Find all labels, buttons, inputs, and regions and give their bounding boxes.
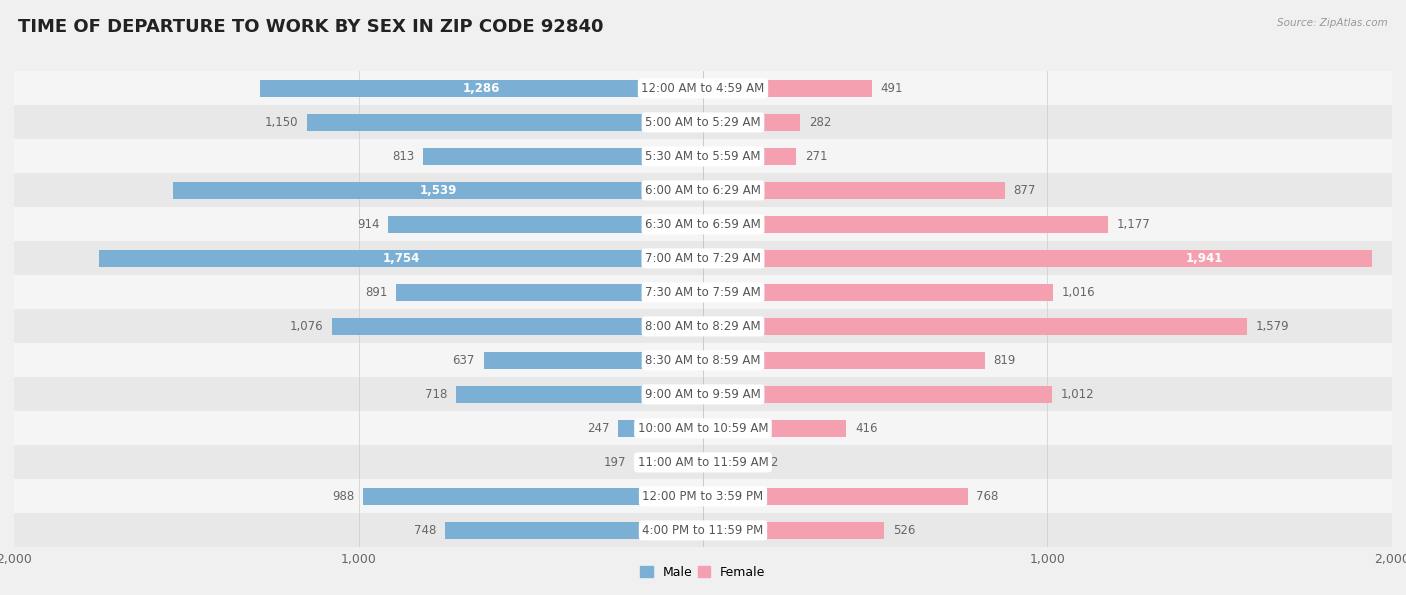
Bar xyxy=(703,419,846,437)
Text: 7:30 AM to 7:59 AM: 7:30 AM to 7:59 AM xyxy=(645,286,761,299)
Text: 813: 813 xyxy=(392,150,415,163)
Bar xyxy=(332,318,703,335)
Text: 891: 891 xyxy=(366,286,388,299)
Text: 1,012: 1,012 xyxy=(1060,388,1094,401)
Text: TIME OF DEPARTURE TO WORK BY SEX IN ZIP CODE 92840: TIME OF DEPARTURE TO WORK BY SEX IN ZIP … xyxy=(18,18,603,36)
Bar xyxy=(703,80,872,97)
Bar xyxy=(703,114,800,131)
Bar xyxy=(14,309,1392,343)
Text: 247: 247 xyxy=(586,422,609,435)
Text: 8:00 AM to 8:29 AM: 8:00 AM to 8:29 AM xyxy=(645,320,761,333)
Text: 7:00 AM to 7:29 AM: 7:00 AM to 7:29 AM xyxy=(645,252,761,265)
Bar xyxy=(636,453,703,471)
Text: 988: 988 xyxy=(332,490,354,503)
Legend: Male, Female: Male, Female xyxy=(636,561,770,584)
Bar xyxy=(703,318,1247,335)
Bar xyxy=(703,352,986,369)
Bar xyxy=(703,386,1052,403)
Text: 491: 491 xyxy=(880,82,903,95)
Bar xyxy=(14,446,1392,480)
Bar xyxy=(484,352,703,369)
Bar xyxy=(363,487,703,505)
Text: 11:00 AM to 11:59 AM: 11:00 AM to 11:59 AM xyxy=(638,456,768,469)
Text: 416: 416 xyxy=(855,422,877,435)
Bar xyxy=(14,480,1392,513)
Text: 4:00 PM to 11:59 PM: 4:00 PM to 11:59 PM xyxy=(643,524,763,537)
Bar xyxy=(703,215,1108,233)
Bar xyxy=(396,284,703,301)
Text: 8:30 AM to 8:59 AM: 8:30 AM to 8:59 AM xyxy=(645,354,761,367)
Bar xyxy=(14,411,1392,446)
Text: 637: 637 xyxy=(453,354,475,367)
Text: 877: 877 xyxy=(1014,184,1036,197)
Text: 819: 819 xyxy=(994,354,1017,367)
Text: 1,016: 1,016 xyxy=(1062,286,1095,299)
Bar xyxy=(703,284,1053,301)
Text: 5:00 AM to 5:29 AM: 5:00 AM to 5:29 AM xyxy=(645,116,761,129)
Text: 1,579: 1,579 xyxy=(1256,320,1289,333)
Text: 6:30 AM to 6:59 AM: 6:30 AM to 6:59 AM xyxy=(645,218,761,231)
Bar xyxy=(703,249,1372,267)
Text: 6:00 AM to 6:29 AM: 6:00 AM to 6:29 AM xyxy=(645,184,761,197)
Bar xyxy=(14,71,1392,105)
Bar xyxy=(703,487,967,505)
Text: 282: 282 xyxy=(808,116,831,129)
Bar xyxy=(173,181,703,199)
Bar xyxy=(14,275,1392,309)
Text: 1,177: 1,177 xyxy=(1116,218,1150,231)
Text: 1,941: 1,941 xyxy=(1185,252,1223,265)
Bar xyxy=(617,419,703,437)
Text: 10:00 AM to 10:59 AM: 10:00 AM to 10:59 AM xyxy=(638,422,768,435)
Text: 9:00 AM to 9:59 AM: 9:00 AM to 9:59 AM xyxy=(645,388,761,401)
Bar xyxy=(14,173,1392,208)
Bar xyxy=(98,249,703,267)
Bar xyxy=(14,242,1392,275)
Bar xyxy=(14,105,1392,139)
Text: 271: 271 xyxy=(806,150,828,163)
Text: 5:30 AM to 5:59 AM: 5:30 AM to 5:59 AM xyxy=(645,150,761,163)
Text: 768: 768 xyxy=(976,490,998,503)
Bar xyxy=(14,513,1392,547)
Bar xyxy=(423,148,703,165)
Bar xyxy=(388,215,703,233)
Bar xyxy=(260,80,703,97)
Text: 718: 718 xyxy=(425,388,447,401)
Text: 1,539: 1,539 xyxy=(419,184,457,197)
Text: 1,286: 1,286 xyxy=(463,82,501,95)
Bar xyxy=(307,114,703,131)
Text: 12:00 AM to 4:59 AM: 12:00 AM to 4:59 AM xyxy=(641,82,765,95)
Text: 1,076: 1,076 xyxy=(290,320,323,333)
Text: 526: 526 xyxy=(893,524,915,537)
Text: 1,754: 1,754 xyxy=(382,252,419,265)
Text: Source: ZipAtlas.com: Source: ZipAtlas.com xyxy=(1277,18,1388,28)
Text: 748: 748 xyxy=(415,524,437,537)
Bar xyxy=(703,453,748,471)
Text: 132: 132 xyxy=(756,456,779,469)
Text: 1,150: 1,150 xyxy=(264,116,298,129)
Bar xyxy=(14,343,1392,377)
Bar xyxy=(14,208,1392,242)
Bar xyxy=(446,522,703,539)
Bar xyxy=(456,386,703,403)
Text: 197: 197 xyxy=(605,456,627,469)
Text: 12:00 PM to 3:59 PM: 12:00 PM to 3:59 PM xyxy=(643,490,763,503)
Bar xyxy=(703,522,884,539)
Bar xyxy=(14,139,1392,173)
Bar xyxy=(14,377,1392,411)
Bar xyxy=(703,181,1005,199)
Text: 914: 914 xyxy=(357,218,380,231)
Bar xyxy=(703,148,796,165)
